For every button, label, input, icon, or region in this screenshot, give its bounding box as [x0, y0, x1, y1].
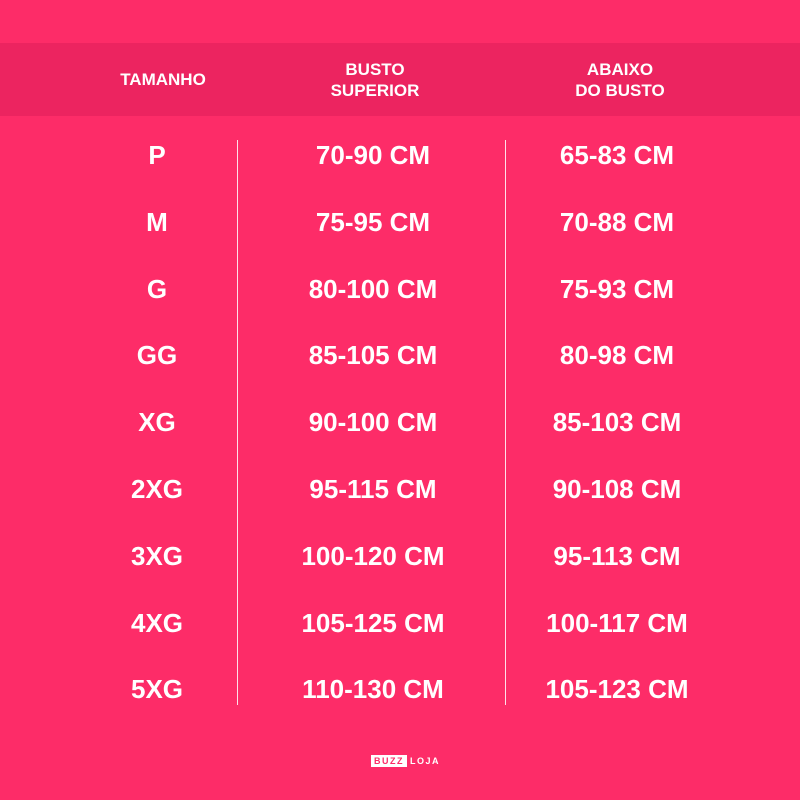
- header-size: TAMANHO: [120, 70, 206, 89]
- cell-size: 2XG: [130, 474, 184, 504]
- table-row: 4XG 105-125 CM 100-117 CM: [0, 603, 800, 643]
- table-row: M 75-95 CM 70-88 CM: [0, 202, 800, 242]
- table-row: 2XG 95-115 CM 90-108 CM: [0, 469, 800, 509]
- cell-upper: 95-115 CM: [309, 474, 437, 504]
- cell-size: M: [146, 206, 168, 237]
- cell-under: 95-113 CM: [553, 540, 681, 571]
- cell-size: 3XG: [130, 540, 184, 571]
- cell-upper: 100-120 CM: [301, 540, 445, 571]
- cell-under: 75-93 CM: [559, 273, 675, 304]
- cell-size: 5XG: [130, 674, 184, 705]
- header-upper-bust: BUSTO SUPERIOR: [330, 59, 420, 100]
- logo-part-loja: LOJA: [410, 756, 441, 766]
- cell-upper: 105-125 CM: [301, 607, 445, 638]
- column-divider: [505, 140, 506, 705]
- table-row: P 70-90 CM 65-83 CM: [0, 135, 800, 175]
- cell-size: 4XG: [130, 607, 184, 638]
- cell-size: XG: [138, 407, 176, 438]
- cell-upper: 85-105 CM: [308, 340, 438, 371]
- cell-under: 80-98 CM: [559, 340, 675, 371]
- cell-under: 90-108 CM: [552, 474, 682, 504]
- cell-size: GG: [136, 340, 178, 371]
- cell-upper: 90-100 CM: [308, 407, 438, 438]
- table-row: GG 85-105 CM 80-98 CM: [0, 335, 800, 375]
- cell-size: G: [146, 273, 168, 304]
- cell-upper: 110-130 CM: [302, 674, 444, 705]
- table-row: 3XG 100-120 CM 95-113 CM: [0, 536, 800, 576]
- cell-under: 65-83 CM: [559, 140, 675, 170]
- column-divider: [237, 140, 238, 705]
- table-row: G 80-100 CM 75-93 CM: [0, 269, 800, 309]
- cell-size: P: [148, 140, 166, 170]
- header-under-bust: ABAIXO DO BUSTO: [575, 59, 665, 100]
- cell-under: 100-117 CM: [546, 607, 688, 638]
- cell-under: 85-103 CM: [552, 407, 682, 438]
- brand-logo: BUZZ LOJA: [371, 755, 440, 767]
- cell-under: 105-123 CM: [545, 674, 689, 705]
- logo-part-buzz: BUZZ: [371, 755, 407, 767]
- table-row: 5XG 110-130 CM 105-123 CM: [0, 669, 800, 709]
- table-header: TAMANHO BUSTO SUPERIOR ABAIXO DO BUSTO: [0, 43, 800, 116]
- table-row: XG 90-100 CM 85-103 CM: [0, 402, 800, 442]
- cell-upper: 80-100 CM: [308, 273, 438, 304]
- cell-upper: 75-95 CM: [315, 206, 431, 237]
- cell-upper: 70-90 CM: [315, 140, 431, 170]
- cell-under: 70-88 CM: [559, 206, 675, 237]
